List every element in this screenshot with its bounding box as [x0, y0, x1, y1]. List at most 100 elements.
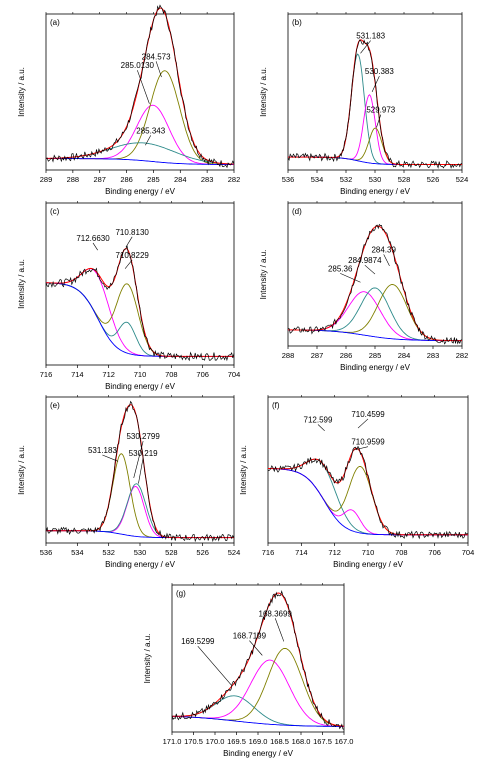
y-axis-label: Intensity / a.u. [17, 445, 26, 495]
annotation-arrow [249, 640, 263, 656]
chart-panel-b: 536 534 532 530 528 526 524 Binding energy / eV… [259, 12, 468, 196]
x-tick-label: 286 [120, 175, 133, 184]
component-peak-0 [268, 458, 468, 536]
raw-spectrum [287, 39, 463, 169]
background-line [171, 715, 344, 727]
panel-label: (e) [50, 401, 60, 410]
fit-envelope [46, 7, 234, 165]
peak-annotation: 712.599 [304, 415, 333, 424]
panel-label: (g) [176, 589, 186, 598]
raw-spectrum [287, 223, 463, 345]
x-tick-label: 524 [228, 548, 241, 557]
chart-panel-f: 716 714 712 710 708 706 704 Binding energy / eV… [239, 395, 474, 569]
peak-annotation: 168.7199 [233, 632, 267, 641]
x-tick-label: 287 [93, 175, 106, 184]
x-axis-label: Binding energy / eV [340, 363, 410, 372]
peak-annotation: 530.2799 [126, 432, 160, 441]
chart-panel-g: 171.0 170.5 170.0 169.5 169.0 168.5 168.0 167.5… [143, 583, 353, 758]
component-peak-1 [46, 70, 234, 165]
x-tick-label: 284 [398, 351, 411, 360]
x-tick-label: 714 [71, 370, 84, 379]
peak-annotation: 531.183 [88, 446, 117, 455]
x-axis-label: Binding energy / eV [105, 187, 175, 196]
fit-envelope [46, 247, 234, 357]
y-axis-label: Intensity / a.u. [239, 445, 248, 495]
peak-annotation: 712.6630 [76, 234, 110, 243]
x-tick-label: 536 [282, 175, 295, 184]
x-axis-label: Binding energy / eV [340, 187, 410, 196]
x-tick-label: 526 [427, 175, 440, 184]
peak-annotation: 529.973 [366, 106, 395, 115]
x-tick-label: 168.5 [270, 737, 289, 746]
peak-annotation: 710.9599 [351, 438, 385, 447]
raw-spectrum [45, 400, 235, 543]
component-peak-0 [288, 291, 462, 342]
peak-annotation: 168.3699 [259, 609, 293, 618]
x-tick-label: 171.0 [163, 737, 182, 746]
y-axis-label: Intensity / a.u. [143, 634, 152, 684]
y-axis-label: Intensity / a.u. [17, 259, 26, 309]
x-tick-label: 170.0 [206, 737, 225, 746]
x-tick-label: 714 [295, 548, 308, 557]
x-tick-label: 287 [311, 351, 324, 360]
x-axis-label: Binding energy / eV [105, 560, 175, 569]
x-tick-label: 534 [71, 548, 84, 557]
x-tick-label: 167.0 [335, 737, 354, 746]
annotation-arrow [102, 454, 119, 462]
x-tick-label: 706 [428, 548, 441, 557]
x-tick-label: 285 [147, 175, 160, 184]
x-tick-label: 283 [201, 175, 214, 184]
annotation-arrow [340, 273, 361, 283]
component-peak-1 [288, 287, 462, 342]
chart-panel-d: 288 287 286 285 284 283 282 Binding energy / eV… [259, 201, 468, 372]
x-tick-label: 708 [395, 548, 408, 557]
annotation-arrow [145, 135, 152, 146]
x-tick-label: 169.5 [227, 737, 246, 746]
panel-label: (b) [292, 18, 302, 27]
panel-label: (c) [50, 207, 60, 216]
annotation-arrow [364, 264, 376, 275]
x-tick-label: 712 [328, 548, 341, 557]
x-tick-label: 710 [134, 370, 147, 379]
x-tick-label: 710 [362, 548, 375, 557]
x-tick-label: 530 [134, 548, 147, 557]
x-tick-label: 704 [462, 548, 475, 557]
y-axis-label: Intensity / a.u. [259, 67, 268, 117]
peak-annotation: 284.9874 [348, 256, 382, 265]
x-tick-label: 528 [165, 548, 178, 557]
peak-annotation: 284.573 [142, 52, 171, 61]
raw-spectrum [45, 4, 235, 169]
x-tick-label: 168.0 [292, 737, 311, 746]
x-tick-label: 536 [40, 548, 53, 557]
panel-label: (f) [272, 401, 280, 410]
x-tick-label: 528 [398, 175, 411, 184]
raw-spectrum [45, 244, 235, 362]
chart-panel-c: 716 714 712 710 708 706 704 Binding energy / eV… [17, 201, 240, 391]
annotation-arrow [371, 75, 380, 93]
x-tick-label: 289 [40, 175, 53, 184]
annotation-arrow [124, 259, 133, 269]
x-axis-label: Binding energy / eV [105, 382, 175, 391]
chart-panel-a: 289 288 287 286 285 284 283 282 Binding energy /… [17, 4, 240, 196]
x-axis-label: Binding energy / eV [223, 749, 293, 758]
component-peak-1 [171, 659, 344, 727]
chart-panel-e: 536 534 532 530 528 526 524 Binding energy / eV… [17, 395, 240, 569]
annotation-arrow [125, 236, 133, 248]
plot-frame [287, 202, 463, 347]
annotation-arrow [383, 254, 390, 267]
x-tick-label: 167.5 [313, 737, 332, 746]
x-tick-label: 283 [427, 351, 440, 360]
peak-annotation: 710.8229 [115, 251, 149, 260]
fit-envelope [288, 39, 462, 165]
plot-frame [45, 396, 235, 544]
x-tick-label: 712 [102, 370, 115, 379]
peak-annotation: 710.4599 [351, 410, 385, 419]
plot-frame [45, 13, 235, 171]
panel-label: (d) [292, 207, 302, 216]
annotation-arrow [360, 40, 371, 54]
peak-annotation: 530.383 [365, 67, 394, 76]
component-peak-1 [46, 485, 234, 539]
x-tick-label: 534 [311, 175, 324, 184]
peak-annotation: 285.36 [328, 264, 353, 273]
x-tick-label: 530 [369, 175, 382, 184]
